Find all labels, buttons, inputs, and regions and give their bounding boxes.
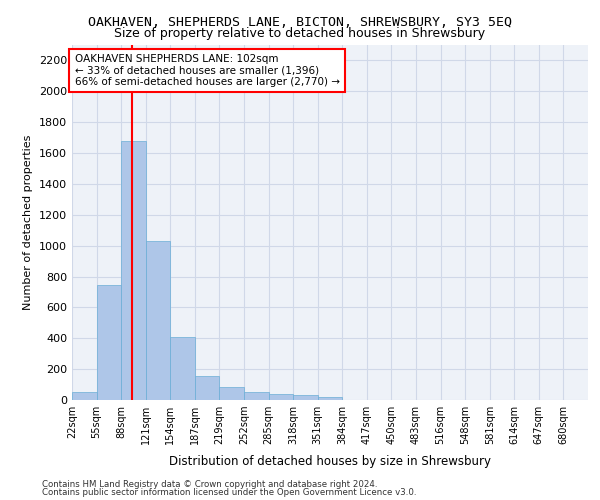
- Bar: [170, 336, 195, 400]
- Bar: [293, 396, 318, 400]
- Bar: [269, 394, 293, 400]
- Text: Size of property relative to detached houses in Shrewsbury: Size of property relative to detached ho…: [115, 28, 485, 40]
- Text: OAKHAVEN SHEPHERDS LANE: 102sqm
← 33% of detached houses are smaller (1,396)
66%: OAKHAVEN SHEPHERDS LANE: 102sqm ← 33% of…: [74, 54, 340, 87]
- Bar: [97, 285, 121, 400]
- Bar: [195, 376, 220, 400]
- Bar: [318, 397, 342, 400]
- Text: OAKHAVEN, SHEPHERDS LANE, BICTON, SHREWSBURY, SY3 5EQ: OAKHAVEN, SHEPHERDS LANE, BICTON, SHREWS…: [88, 16, 512, 29]
- Bar: [146, 241, 170, 400]
- Text: Contains HM Land Registry data © Crown copyright and database right 2024.: Contains HM Land Registry data © Crown c…: [42, 480, 377, 489]
- Bar: [244, 392, 269, 400]
- Bar: [121, 140, 146, 400]
- X-axis label: Distribution of detached houses by size in Shrewsbury: Distribution of detached houses by size …: [169, 456, 491, 468]
- Y-axis label: Number of detached properties: Number of detached properties: [23, 135, 34, 310]
- Bar: [72, 392, 97, 400]
- Text: Contains public sector information licensed under the Open Government Licence v3: Contains public sector information licen…: [42, 488, 416, 497]
- Bar: [220, 387, 244, 400]
